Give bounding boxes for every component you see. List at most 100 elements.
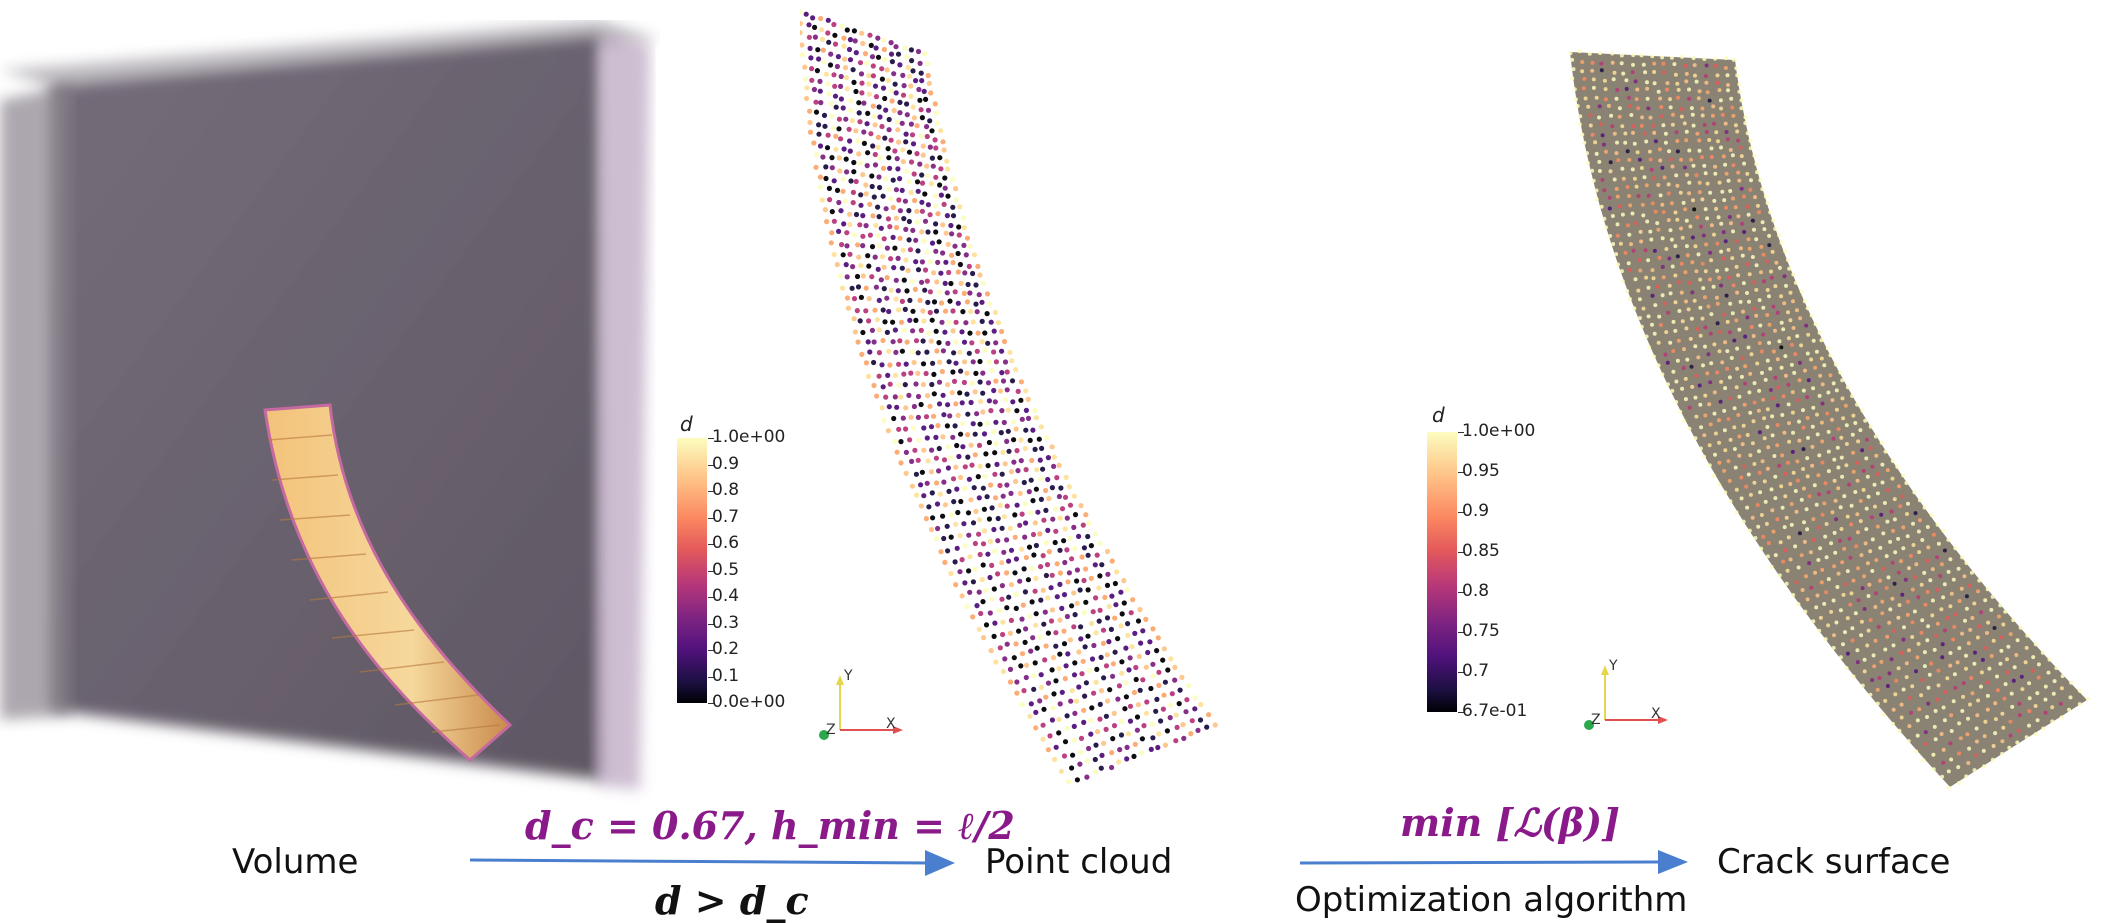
point-cloud-point bbox=[1008, 469, 1015, 475]
point-cloud-point bbox=[2002, 696, 2007, 701]
point-cloud-point bbox=[1064, 725, 1070, 731]
point-cloud-point bbox=[1204, 724, 1210, 730]
point-cloud-point bbox=[1742, 402, 1747, 407]
point-cloud-point bbox=[1765, 358, 1770, 363]
axes-triad-1 bbox=[819, 675, 903, 740]
point-cloud-point bbox=[1805, 306, 1810, 311]
point-cloud-point bbox=[1781, 394, 1786, 399]
point-cloud-point bbox=[1899, 650, 1904, 655]
point-cloud-point bbox=[1683, 376, 1688, 381]
point-cloud-point bbox=[920, 143, 926, 149]
point-cloud-point bbox=[1707, 138, 1712, 142]
point-cloud-point bbox=[940, 222, 946, 228]
point-cloud-point bbox=[1739, 186, 1744, 191]
point-cloud-point bbox=[999, 370, 1005, 376]
point-cloud-point bbox=[829, 113, 835, 119]
point-cloud-point bbox=[1644, 334, 1649, 339]
point-cloud-point bbox=[1923, 730, 1928, 735]
point-cloud-point bbox=[1042, 657, 1048, 663]
point-cloud-point bbox=[1668, 97, 1672, 102]
point-cloud-point bbox=[1976, 589, 1980, 594]
point-cloud-point bbox=[1697, 180, 1702, 185]
point-cloud-point bbox=[938, 270, 944, 276]
point-cloud-point bbox=[1834, 407, 1839, 412]
point-cloud-point bbox=[1186, 683, 1192, 689]
point-cloud-point bbox=[884, 295, 890, 301]
point-cloud-point bbox=[1045, 527, 1051, 534]
point-cloud-point bbox=[1873, 591, 1878, 596]
point-cloud-point bbox=[1668, 105, 1673, 110]
axis-z-label-1: Z bbox=[826, 722, 836, 738]
point-cloud-point bbox=[876, 297, 882, 303]
point-cloud-point bbox=[1936, 683, 1941, 688]
point-cloud-point bbox=[997, 482, 1003, 489]
point-cloud-point bbox=[1720, 189, 1725, 194]
point-cloud-point bbox=[1801, 408, 1805, 413]
point-cloud-point bbox=[894, 404, 900, 410]
point-cloud-point bbox=[1115, 636, 1121, 642]
point-cloud-point bbox=[903, 226, 909, 232]
point-cloud-point bbox=[1872, 482, 1877, 487]
point-cloud-point bbox=[988, 319, 994, 325]
point-cloud-point bbox=[1754, 287, 1759, 292]
point-cloud-point bbox=[979, 318, 985, 324]
point-cloud-point bbox=[1655, 284, 1660, 289]
point-cloud-point bbox=[910, 227, 916, 233]
point-cloud-point bbox=[872, 162, 879, 168]
point-cloud-point bbox=[1684, 129, 1689, 134]
point-cloud-point bbox=[1679, 290, 1684, 295]
point-cloud-point bbox=[1713, 164, 1718, 169]
point-cloud-point bbox=[1000, 631, 1006, 638]
point-cloud-point bbox=[863, 285, 869, 291]
point-cloud-point bbox=[1653, 209, 1658, 214]
point-cloud-point bbox=[864, 60, 870, 66]
point-cloud-point bbox=[1660, 372, 1665, 377]
point-cloud-point bbox=[1854, 544, 1859, 549]
point-cloud-point bbox=[966, 568, 972, 574]
point-cloud-point bbox=[1132, 630, 1138, 637]
point-cloud-point bbox=[1580, 60, 1585, 64]
point-cloud-point bbox=[1706, 304, 1711, 309]
point-cloud-point bbox=[1737, 453, 1742, 458]
point-cloud-point bbox=[1770, 396, 1775, 401]
point-cloud-point bbox=[1797, 378, 1802, 383]
point-cloud-point bbox=[902, 45, 908, 51]
point-cloud-point bbox=[928, 469, 934, 475]
point-cloud-point bbox=[1880, 599, 1885, 604]
point-cloud-point bbox=[1946, 569, 1951, 574]
point-cloud-point bbox=[1099, 562, 1105, 568]
point-cloud-point bbox=[1006, 558, 1012, 564]
point-cloud-point bbox=[886, 308, 892, 315]
point-cloud-point bbox=[892, 372, 899, 378]
point-cloud-point bbox=[962, 485, 968, 492]
point-cloud-point bbox=[1945, 676, 1950, 681]
point-cloud-point bbox=[1843, 403, 1848, 408]
point-cloud-point bbox=[881, 417, 887, 423]
point-cloud-point bbox=[1027, 613, 1033, 620]
point-cloud-point bbox=[1148, 685, 1154, 692]
point-cloud-point bbox=[1723, 448, 1728, 453]
point-cloud-point bbox=[1755, 203, 1760, 208]
point-cloud-point bbox=[1683, 270, 1688, 275]
point-cloud-point bbox=[1811, 619, 1816, 624]
point-cloud-point bbox=[1842, 546, 1847, 551]
point-cloud-point bbox=[844, 86, 850, 92]
point-cloud-point bbox=[933, 229, 939, 235]
point-cloud-point bbox=[1072, 546, 1078, 552]
point-cloud-point bbox=[2040, 650, 2045, 655]
point-cloud-point bbox=[1602, 216, 1607, 221]
point-cloud-point bbox=[807, 129, 814, 135]
point-cloud-point bbox=[931, 413, 937, 419]
point-cloud-point bbox=[906, 237, 912, 243]
point-cloud-point bbox=[1770, 414, 1775, 419]
point-cloud-point bbox=[934, 120, 941, 126]
point-cloud-point bbox=[1089, 620, 1095, 627]
point-cloud-point bbox=[875, 266, 881, 272]
point-cloud-point bbox=[1758, 323, 1763, 328]
point-cloud-point bbox=[1714, 206, 1719, 211]
point-cloud-point bbox=[915, 457, 921, 463]
point-cloud-point bbox=[1724, 267, 1729, 272]
point-cloud-point bbox=[889, 59, 895, 65]
point-cloud-point bbox=[1693, 73, 1697, 78]
point-cloud-point bbox=[1838, 538, 1842, 543]
